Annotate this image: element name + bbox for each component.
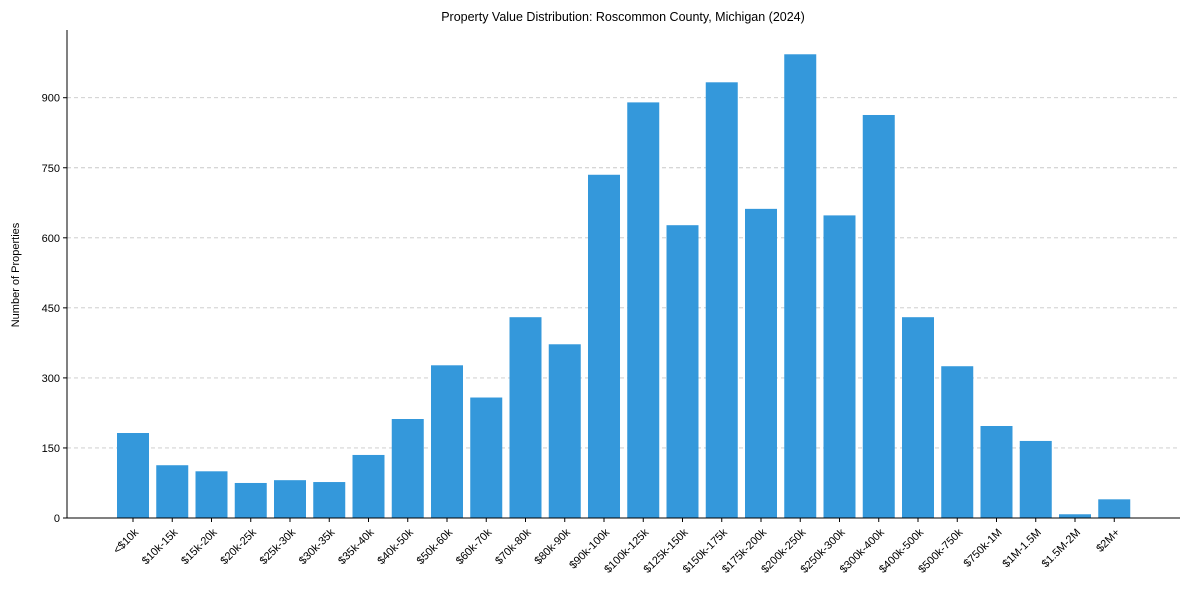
x-tick-label: <$10k: [111, 526, 141, 556]
axes: [66, 30, 1180, 519]
bar: [234, 482, 267, 518]
y-tick-label: 600: [42, 233, 60, 245]
bar: [588, 174, 620, 518]
x-tick-label: $30k-35k: [297, 526, 338, 567]
y-tick-label: 150: [42, 443, 60, 455]
x-tick-label: $1.5M-2M: [1040, 527, 1084, 571]
y-axis-label: Number of Properties: [10, 222, 22, 327]
bar: [1098, 499, 1131, 518]
y-tick-label: 450: [42, 303, 60, 315]
bar: [391, 418, 424, 518]
x-tick-label: $35k-40k: [336, 526, 377, 567]
bar: [431, 365, 463, 518]
bar: [666, 225, 699, 518]
x-tick-label: $15k-20k: [179, 526, 220, 567]
bar: [1019, 440, 1052, 518]
x-ticks: <$10k$10k-15k$15k-20k$20k-25k$25k-30k$30…: [111, 518, 1122, 576]
x-tick-label: $25k-30k: [258, 526, 299, 567]
x-tick-label: $80k-90k: [532, 526, 573, 567]
bar: [548, 344, 581, 518]
x-tick-label: $20k-25k: [218, 526, 259, 567]
bar: [902, 317, 934, 518]
bar: [470, 397, 503, 518]
y-tick-label: 900: [42, 93, 60, 105]
bar: [352, 454, 385, 518]
x-tick-label: $10k-15k: [140, 526, 181, 567]
y-tick-label: 0: [54, 513, 60, 525]
bar: [705, 82, 738, 518]
bar: [195, 471, 228, 518]
bar: [509, 317, 542, 518]
bar: [980, 426, 1013, 518]
bar: [117, 433, 149, 518]
x-tick-label: $1M-1.5M: [1000, 527, 1044, 571]
bars: [117, 54, 1131, 518]
bar: [156, 465, 189, 518]
x-tick-label: $70k-80k: [493, 526, 534, 567]
y-tick-label: 750: [42, 163, 60, 175]
x-tick-label: $40k-50k: [375, 526, 416, 567]
bar: [862, 114, 895, 518]
bar: [784, 54, 817, 518]
bar: [941, 366, 974, 518]
bar: [823, 215, 856, 518]
bar: [627, 102, 660, 518]
y-ticks: 0 150 300 450 600 750 900: [42, 93, 67, 525]
bar: [745, 208, 777, 518]
y-tick-label: 300: [42, 373, 60, 385]
x-tick-label: $750k-1M: [962, 527, 1005, 570]
bar: [1059, 514, 1091, 518]
chart-title: Property Value Distribution: Roscommon C…: [441, 10, 805, 24]
x-tick-label: $50k-60k: [415, 526, 456, 567]
bar: [274, 480, 306, 518]
x-tick-label: $2M+: [1094, 527, 1122, 555]
bar: [313, 482, 346, 518]
x-tick-label: $60k-70k: [454, 526, 495, 567]
gridlines: [67, 97, 1180, 449]
